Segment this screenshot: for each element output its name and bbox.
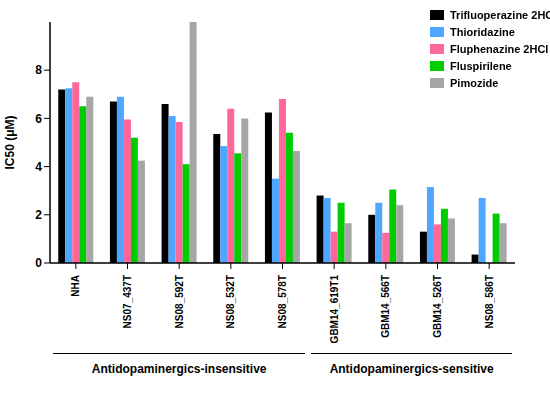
html-text:Fluphenazine 2HCl: Fluphenazine 2HCl — [450, 42, 549, 55]
svg-text:6: 6 — [35, 112, 42, 126]
html-text:Fluspirilene: Fluspirilene — [450, 59, 512, 72]
svg-text:GBM14_566T: GBM14_566T — [380, 275, 391, 338]
svg-text:4: 4 — [35, 160, 42, 174]
svg-text:NHA: NHA — [70, 275, 81, 297]
svg-text:GBM14_619T1: GBM14_619T1 — [329, 275, 340, 344]
html-text:Antidopaminergics-sensitive: Antidopaminergics-sensitive — [329, 362, 494, 376]
html-text:Antidopaminergics-insensitive: Antidopaminergics-insensitive — [91, 362, 267, 376]
html-text:Pimozide: Pimozide — [450, 76, 499, 89]
svg-text:GBM14_526T: GBM14_526T — [432, 275, 443, 338]
svg-text:NS08_586T: NS08_586T — [484, 275, 495, 328]
svg-text:8: 8 — [35, 63, 42, 77]
svg-text:NS07_437T: NS07_437T — [122, 275, 133, 328]
html-text:Thioridazine: Thioridazine — [450, 25, 515, 38]
svg-text:0: 0 — [35, 256, 42, 270]
svg-text:IC50 (μM): IC50 (μM) — [8, 115, 17, 169]
svg-text:2: 2 — [35, 208, 42, 222]
svg-text:NS08_532T: NS08_532T — [225, 275, 236, 328]
svg-text:NS08_578T: NS08_578T — [277, 275, 288, 328]
svg-text:NS08_592T: NS08_592T — [174, 275, 185, 328]
